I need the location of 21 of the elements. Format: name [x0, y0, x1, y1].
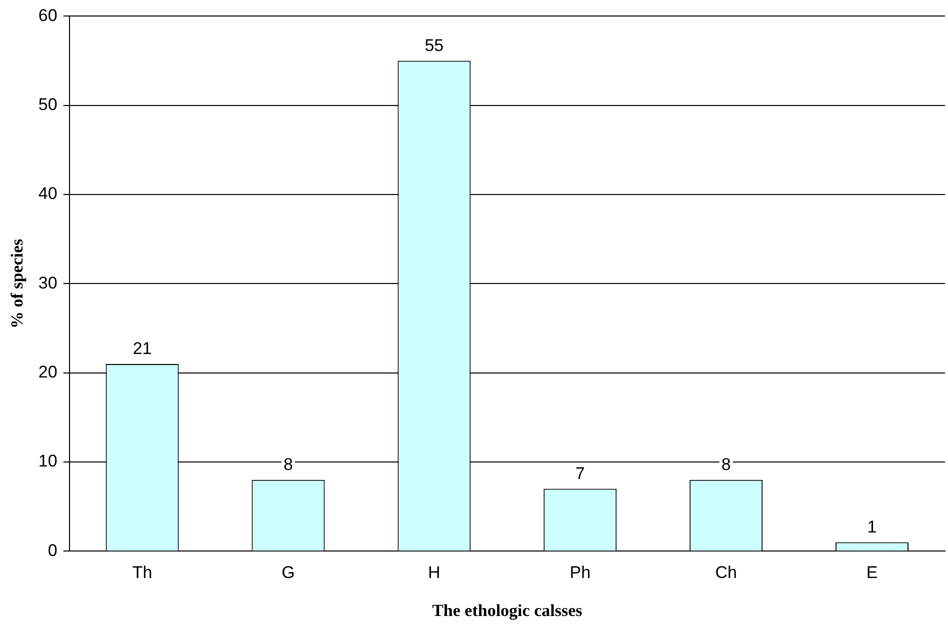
data-label: 8	[721, 455, 731, 474]
data-label: 8	[283, 455, 293, 474]
x-tick-label: H	[428, 563, 440, 582]
x-tick-label: Th	[132, 563, 152, 582]
x-axis-title: The ethologic calsses	[432, 601, 583, 620]
x-tick-label: Ch	[715, 563, 737, 582]
y-tick-label: 50	[38, 95, 58, 114]
y-tick-label: 10	[38, 452, 58, 471]
x-tick-label: E	[866, 563, 878, 582]
y-tick-label: 20	[38, 362, 58, 382]
y-tick-label: 60	[38, 6, 58, 25]
y-tick-label: 40	[38, 184, 58, 204]
y-axis-title: % of species	[8, 238, 27, 329]
data-label: 55	[424, 36, 444, 55]
y-tick-label: 30	[38, 273, 58, 292]
data-label: 1	[867, 517, 877, 536]
data-label: 21	[132, 339, 152, 358]
x-tick-label: Ph	[570, 563, 591, 582]
data-label: 7	[575, 464, 585, 483]
x-tick-label: G	[282, 563, 295, 582]
y-tick-label: 0	[48, 540, 58, 560]
